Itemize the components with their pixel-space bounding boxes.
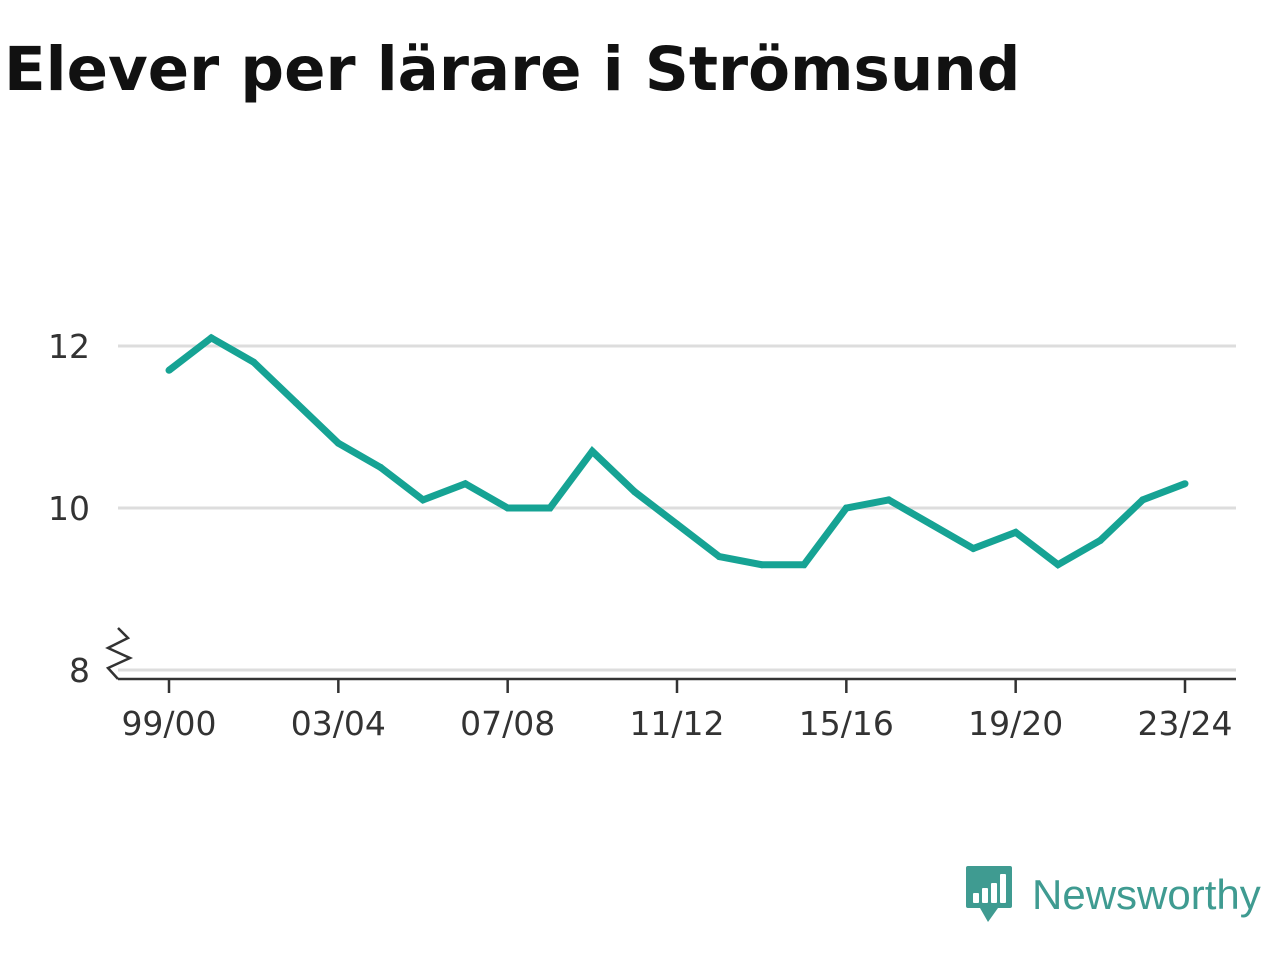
series-line xyxy=(166,333,1187,569)
series xyxy=(165,333,1189,569)
data-point-18-19 xyxy=(969,545,977,552)
data-point-23-24 xyxy=(1181,480,1189,488)
data-point-02-03 xyxy=(292,399,300,407)
data-point-21-22 xyxy=(1096,536,1104,544)
data-point-03-04 xyxy=(334,439,342,447)
data-point-22-23 xyxy=(1139,496,1147,504)
brand-logo: Newsworthy xyxy=(964,864,1261,926)
data-point-11-12 xyxy=(673,520,681,528)
axis-break-icon xyxy=(105,627,134,680)
y-tick-label: 8 xyxy=(69,651,90,690)
x-tick-label: 99/00 xyxy=(121,704,216,743)
logo-bar-3 xyxy=(991,883,997,903)
data-point-15-16 xyxy=(842,504,850,512)
data-point-04-05 xyxy=(377,464,385,471)
data-point-07-08 xyxy=(504,504,512,512)
data-point-16-17 xyxy=(885,496,893,504)
x-tick-label: 15/16 xyxy=(799,704,894,743)
axes xyxy=(105,627,1236,693)
data-point-01-02 xyxy=(250,358,258,366)
brand-name: Newsworthy xyxy=(1032,871,1261,918)
data-point-09-10 xyxy=(588,447,596,455)
data-point-12-13 xyxy=(715,553,723,561)
data-point-20-21 xyxy=(1054,561,1062,569)
x-tick-label: 23/24 xyxy=(1137,704,1232,743)
data-point-05-06 xyxy=(419,496,427,504)
newsworthy-logo-icon xyxy=(966,866,1012,922)
x-tick-label: 19/20 xyxy=(968,704,1063,743)
gridlines xyxy=(118,344,1236,672)
data-point-17-18 xyxy=(927,520,935,528)
logo-bar-4 xyxy=(1000,874,1006,903)
logo-bar-2 xyxy=(982,888,988,903)
x-tick-label: 07/08 xyxy=(460,704,555,743)
data-point-06-07 xyxy=(461,480,469,488)
y-tick-labels: 8 10 12 xyxy=(48,327,90,690)
x-tick-labels: 99/00 03/04 07/08 11/12 15/16 19/20 23/24 xyxy=(121,704,1232,743)
data-point-08-09 xyxy=(546,504,554,512)
data-point-00-01 xyxy=(207,334,215,342)
x-tick-label: 03/04 xyxy=(291,704,386,743)
data-point-19-20 xyxy=(1012,528,1020,536)
y-tick-label: 12 xyxy=(48,327,90,366)
y-tick-label: 10 xyxy=(48,489,90,528)
x-tick-label: 11/12 xyxy=(629,704,724,743)
logo-bar-1 xyxy=(973,893,979,903)
data-point-10-11 xyxy=(631,488,639,496)
data-point-14-15 xyxy=(800,561,808,569)
chart-title: Elever per lärare i Strömsund xyxy=(4,34,1021,105)
data-point-13-14 xyxy=(758,561,766,569)
data-point-99-00 xyxy=(165,366,173,374)
